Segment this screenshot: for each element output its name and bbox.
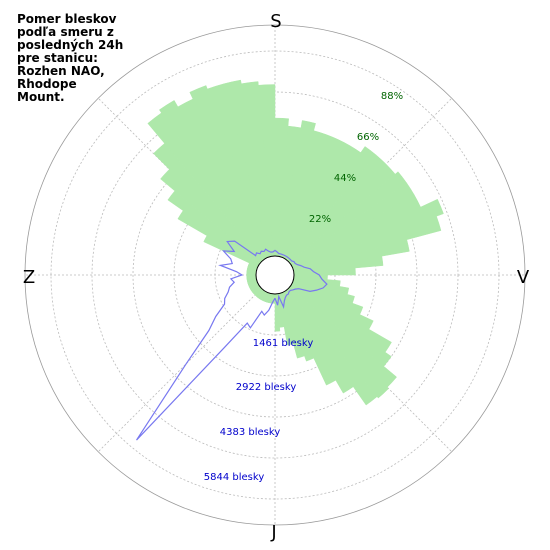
compass-east-label: V — [517, 267, 530, 288]
grid-spoke — [288, 288, 453, 453]
polar-grid — [24, 24, 526, 526]
ring-percent-label: 66% — [357, 132, 379, 143]
grid-spoke — [97, 97, 262, 262]
chart-title: Pomer bleskov podľa smeru z posledných 2… — [17, 12, 124, 104]
ring-count-label: 5844 blesky — [204, 472, 265, 483]
center-hole — [255, 255, 295, 295]
outer-ring — [24, 24, 526, 526]
ring-count-label: 4383 blesky — [220, 427, 281, 438]
ring-count-label: 2922 blesky — [236, 382, 297, 393]
ring-labels: 22% 44% 66% 88% 1461 blesky 2922 blesky 4383 b… — [204, 91, 403, 483]
compass-west-label: Z — [23, 267, 35, 288]
count-line — [136, 240, 328, 441]
ring-count-label: 1461 blesky — [253, 338, 314, 349]
ring-percent-label: 44% — [334, 173, 356, 184]
grid-spoke — [288, 97, 453, 262]
compass-north-label: S — [270, 11, 281, 32]
ring-percent-label: 88% — [381, 91, 403, 102]
compass-south-label: J — [270, 522, 276, 543]
grid-spoke — [97, 288, 262, 453]
count-line-layer — [136, 240, 328, 441]
percent-bars — [147, 79, 444, 406]
ring-percent-label: 22% — [309, 214, 331, 225]
